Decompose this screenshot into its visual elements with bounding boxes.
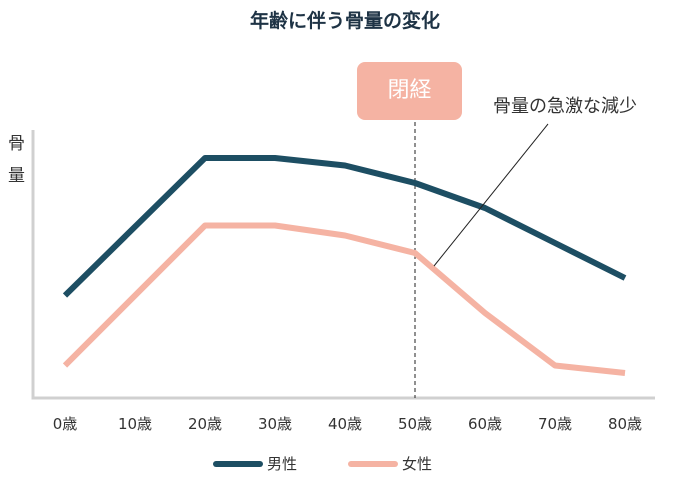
series-line-male <box>62 155 627 298</box>
x-tick-label: 50歳 <box>397 415 433 433</box>
chart-title: 年齢に伴う骨量の変化 <box>249 10 440 32</box>
legend-label-male: 男性 <box>267 455 298 473</box>
legend-label-female: 女性 <box>402 455 433 473</box>
annotation-leader-line <box>433 123 549 267</box>
x-tick-label: 80歳 <box>607 415 643 433</box>
axes <box>31 130 655 400</box>
x-tick-label: 10歳 <box>117 415 153 433</box>
legend-swatch-male <box>213 460 263 467</box>
decline-annotation: 骨量の急激な減少 <box>493 96 637 117</box>
y-axis-label: 骨量 <box>8 134 25 186</box>
x-tick-label: 20歳 <box>187 415 223 433</box>
x-tick-label: 30歳 <box>257 415 293 433</box>
legend-item-female: 女性 <box>348 453 432 474</box>
x-tick-label: 70歳 <box>537 415 573 433</box>
x-tick-label: 60歳 <box>467 415 503 433</box>
menopause-label: 閉経 <box>357 62 462 120</box>
x-tick-label: 0歳 <box>52 415 78 433</box>
legend-swatch-female <box>348 460 398 467</box>
legend-item-male: 男性 <box>213 453 297 474</box>
x-tick-label: 40歳 <box>327 415 363 433</box>
series-line-female <box>62 222 626 376</box>
